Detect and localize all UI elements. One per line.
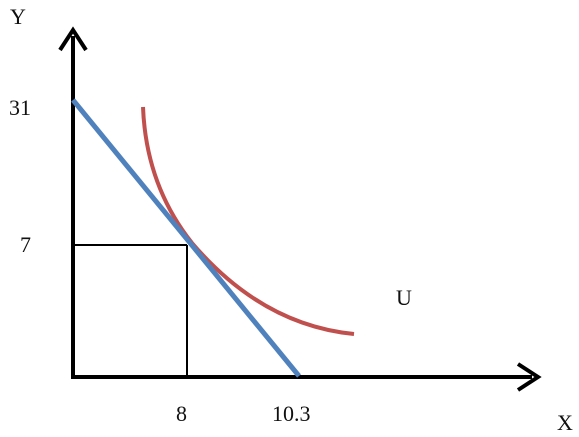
x-tick-10-3: 10.3 — [272, 401, 311, 426]
y-tick-7: 7 — [20, 232, 31, 257]
x-axis-arrowhead — [516, 362, 542, 392]
x-tick-8: 8 — [176, 401, 187, 426]
curve-label-u: U — [396, 285, 412, 310]
y-tick-31: 31 — [9, 95, 31, 120]
y-axis-arrowhead — [58, 26, 88, 52]
y-axis-label: Y — [10, 4, 26, 29]
x-axis-label: X — [557, 410, 573, 435]
budget-line — [71, 98, 301, 378]
